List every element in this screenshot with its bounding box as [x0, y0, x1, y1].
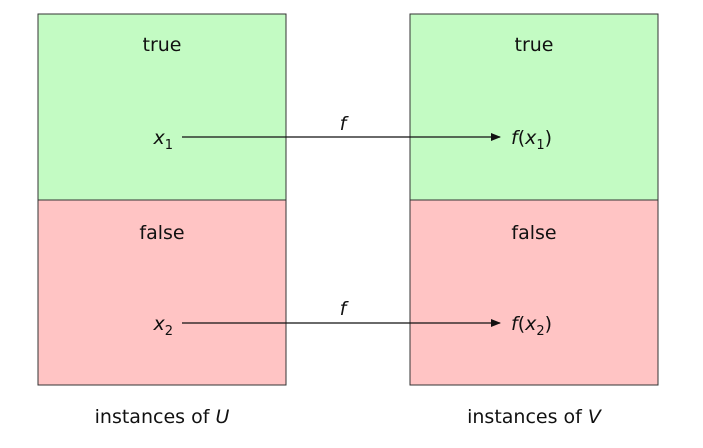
right-panel: true false f(x1) f(x2) [409, 13, 659, 386]
element-x1: x1 [152, 127, 173, 153]
arrow-bottom: f [182, 298, 501, 327]
right-true-region [409, 13, 659, 201]
left-caption: instances of U [95, 406, 230, 428]
right-true-label: true [515, 34, 554, 56]
right-false-label: false [511, 222, 556, 244]
left-false-label: false [139, 222, 184, 244]
element-f-x2: f(x2) [511, 313, 552, 339]
left-panel: true false x1 x2 [37, 13, 287, 386]
left-true-label: true [143, 34, 182, 56]
right-false-region [409, 199, 659, 386]
arrow-bottom-label: f [340, 298, 350, 320]
left-true-region [37, 13, 287, 201]
arrow-top: f [182, 113, 501, 141]
left-false-region [37, 199, 287, 386]
element-x2: x2 [152, 313, 173, 339]
element-f-x1: f(x1) [511, 127, 552, 153]
right-caption: instances of V [467, 406, 603, 428]
arrow-top-label: f [340, 113, 350, 135]
